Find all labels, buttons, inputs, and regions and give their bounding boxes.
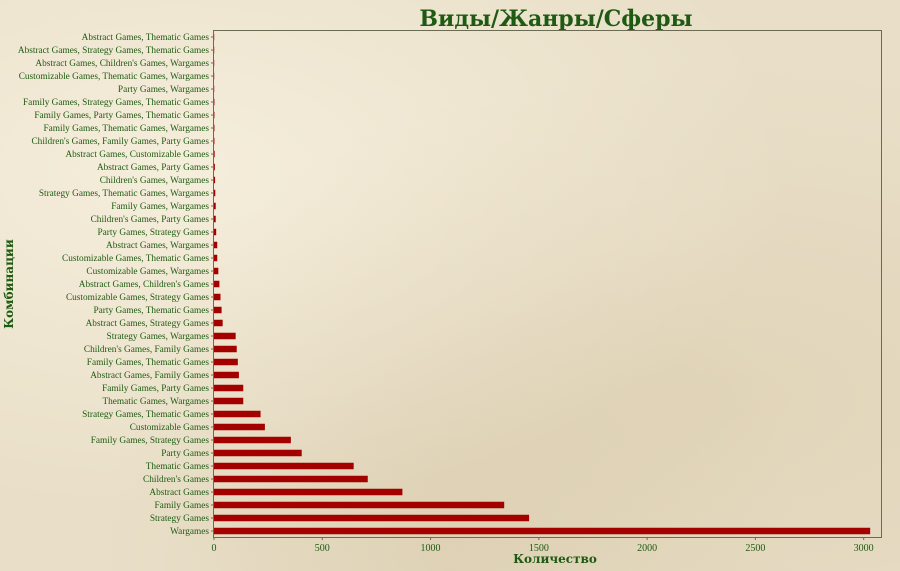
- bar-2: [214, 501, 505, 509]
- y-tick-label-35: Customizable Games, Thematic Games, Warg…: [19, 72, 210, 82]
- y-tick-label-38: Abstract Games, Thematic Games: [82, 33, 210, 43]
- x-tick-label-4: 2000: [637, 543, 657, 554]
- y-tick-label-1: Strategy Games: [150, 514, 210, 524]
- y-tick-label-14: Children's Games, Family Games: [84, 345, 209, 355]
- bar-0: [214, 527, 871, 535]
- bar-4: [214, 475, 368, 483]
- bar-10: [214, 397, 244, 405]
- y-axis-title: Комбинации: [2, 239, 16, 329]
- x-tick-label-5: 2500: [745, 543, 765, 554]
- bar-19: [214, 280, 220, 288]
- y-tick-label-8: Customizable Games: [130, 423, 210, 433]
- bar-24: [214, 215, 216, 223]
- y-tick-label-0: Wargames: [170, 527, 209, 537]
- y-tick-label-30: Children's Games, Family Games, Party Ga…: [31, 137, 209, 147]
- bar-17: [214, 306, 222, 314]
- x-tick-label-0: 0: [212, 543, 217, 554]
- bar-18: [214, 293, 221, 301]
- bar-16: [214, 319, 223, 327]
- x-tick-labels: 0 500 1000 1500 2000 2500 3000: [212, 537, 874, 554]
- y-tick-label-4: Children's Games: [143, 475, 209, 485]
- y-tick-label-15: Strategy Games, Wargames: [107, 332, 210, 342]
- y-tick-label-12: Abstract Games, Family Games: [90, 371, 209, 381]
- y-tick-label-2: Family Games: [155, 501, 210, 511]
- x-tick-label-3: 1500: [529, 543, 549, 554]
- bar-26: [214, 189, 216, 197]
- y-tick-label-18: Customizable Games, Strategy Games: [66, 293, 209, 303]
- y-tick-label-32: Family Games, Party Games, Thematic Game…: [34, 111, 209, 121]
- y-tick-label-36: Abstract Games, Children's Games, Wargam…: [35, 59, 209, 69]
- x-axis-title: Количество: [513, 552, 597, 566]
- y-tick-label-7: Family Games, Strategy Games: [91, 436, 210, 446]
- y-tick-label-29: Abstract Games, Customizable Games: [65, 150, 209, 160]
- bar-14: [214, 345, 237, 353]
- bar-11: [214, 384, 244, 392]
- bar-25: [214, 202, 216, 210]
- y-tick-label-3: Abstract Games: [149, 488, 209, 498]
- y-tick-label-20: Customizable Games, Wargames: [86, 267, 209, 277]
- y-tick-label-24: Children's Games, Party Games: [91, 215, 210, 225]
- y-tick-label-13: Family Games, Thematic Games: [87, 358, 210, 368]
- y-tick-label-25: Family Games, Wargames: [111, 202, 209, 212]
- y-tick-label-28: Abstract Games, Party Games: [97, 163, 209, 173]
- bar-1: [214, 514, 530, 522]
- bar-22: [214, 241, 218, 249]
- x-tick-label-2: 1000: [421, 543, 441, 554]
- y-tick-label-22: Abstract Games, Wargames: [106, 241, 209, 251]
- bar-13: [214, 358, 238, 366]
- bar-15: [214, 332, 236, 340]
- x-tick-label-6: 3000: [854, 543, 874, 554]
- bar-12: [214, 371, 239, 379]
- bar-27: [214, 176, 216, 184]
- bar-5: [214, 462, 354, 470]
- plot-frame: [213, 30, 882, 538]
- y-tick-label-23: Party Games, Strategy Games: [97, 228, 209, 238]
- y-tick-label-17: Party Games, Thematic Games: [94, 306, 210, 316]
- y-tick-label-16: Abstract Games, Strategy Games: [86, 319, 210, 329]
- bar-7: [214, 436, 291, 444]
- y-tick-label-31: Family Games, Thematic Games, Wargames: [43, 124, 209, 134]
- y-tick-label-6: Party Games: [161, 449, 209, 459]
- bar-29: [214, 150, 215, 158]
- y-tick-label-10: Thematic Games, Wargames: [102, 397, 209, 407]
- y-tick-label-9: Strategy Games, Thematic Games: [82, 410, 209, 420]
- y-tick-label-37: Abstract Games, Strategy Games, Thematic…: [18, 46, 210, 56]
- bar-21: [214, 254, 218, 262]
- y-tick-label-34: Party Games, Wargames: [118, 85, 209, 95]
- bar-3: [214, 488, 403, 496]
- bars-group: [214, 33, 871, 535]
- y-tick-label-11: Family Games, Party Games: [102, 384, 209, 394]
- bar-20: [214, 267, 219, 275]
- y-tick-label-27: Children's Games, Wargames: [100, 176, 210, 186]
- y-tick-label-33: Family Games, Strategy Games, Thematic G…: [23, 98, 209, 108]
- y-tick-label-26: Strategy Games, Thematic Games, Wargames: [39, 189, 210, 199]
- bar-6: [214, 449, 302, 457]
- bar-28: [214, 163, 215, 171]
- bar-9: [214, 410, 261, 418]
- bar-23: [214, 228, 217, 236]
- y-tick-label-21: Customizable Games, Thematic Games: [62, 254, 209, 264]
- y-tick-label-19: Abstract Games, Children's Games: [79, 280, 210, 290]
- y-tick-labels: Wargames Strategy Games Family Games Abstra…: [18, 33, 214, 537]
- y-tick-label-5: Thematic Games: [146, 462, 210, 472]
- x-tick-label-1: 500: [315, 543, 330, 554]
- bar-8: [214, 423, 265, 431]
- chart-title: Виды/Жанры/Сферы: [419, 6, 692, 32]
